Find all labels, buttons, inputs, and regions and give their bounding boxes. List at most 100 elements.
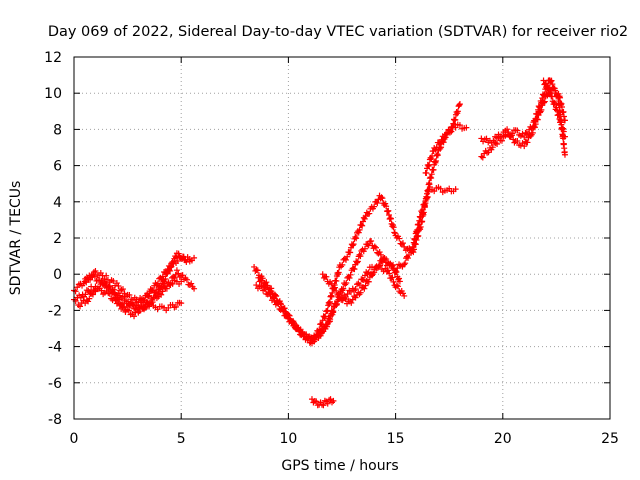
data-point: [361, 215, 368, 222]
data-point: [393, 269, 400, 276]
data-point: [164, 270, 171, 277]
data-point: [339, 261, 346, 268]
data-point: [352, 286, 359, 293]
data-point: [263, 279, 270, 286]
data-point: [365, 278, 372, 285]
data-point: [547, 89, 554, 96]
data-point: [549, 93, 556, 100]
data-point: [528, 125, 535, 132]
data-point: [434, 151, 441, 158]
data-point: [359, 222, 366, 229]
x-tick-label: 5: [177, 431, 186, 447]
data-point: [174, 257, 181, 264]
data-point: [89, 273, 96, 280]
data-point: [352, 233, 359, 240]
data-point: [131, 313, 138, 320]
data-point: [427, 174, 434, 181]
data-point: [402, 260, 409, 267]
data-point: [327, 311, 334, 318]
y-tick-label: 10: [44, 86, 62, 102]
data-point: [372, 244, 379, 251]
data-point: [431, 158, 438, 165]
data-point: [560, 128, 567, 135]
data-point: [120, 286, 127, 293]
data-point: [326, 315, 333, 322]
data-point: [509, 130, 516, 137]
data-point: [425, 163, 432, 170]
data-point: [555, 111, 562, 118]
data-point: [450, 120, 457, 127]
data-point: [456, 101, 463, 108]
data-point: [350, 241, 357, 248]
data-point: [178, 278, 185, 285]
data-point: [390, 278, 397, 285]
data-point: [368, 238, 375, 245]
data-point: [333, 287, 340, 294]
data-point: [269, 291, 276, 298]
data-point: [295, 326, 302, 333]
data-point: [179, 272, 186, 279]
data-point: [319, 329, 326, 336]
data-point: [419, 206, 426, 213]
data-point: [344, 291, 351, 298]
data-point: [395, 283, 402, 290]
data-point: [561, 151, 568, 158]
data-point: [557, 118, 564, 125]
data-point: [150, 294, 157, 301]
data-point: [371, 243, 378, 250]
data-point: [349, 242, 356, 249]
data-point: [92, 268, 99, 275]
data-point: [417, 213, 424, 220]
data-point: [83, 279, 90, 286]
data-point: [449, 123, 456, 130]
data-point: [376, 249, 383, 256]
data-point: [426, 161, 433, 168]
data-point: [399, 240, 406, 247]
data-point: [387, 215, 394, 222]
data-point: [157, 284, 164, 291]
data-point: [158, 291, 165, 298]
data-point: [328, 280, 335, 287]
data-point: [361, 245, 368, 252]
data-point: [133, 304, 140, 311]
data-point: [183, 276, 190, 283]
data-point: [551, 101, 558, 108]
data-point: [115, 299, 122, 306]
data-point: [549, 81, 556, 88]
data-point: [429, 153, 436, 160]
data-point: [153, 281, 160, 288]
data-point: [351, 293, 358, 300]
data-point: [159, 273, 166, 280]
data-point: [351, 266, 358, 273]
data-point: [356, 226, 363, 233]
data-point: [391, 229, 398, 236]
data-point: [390, 224, 397, 231]
data-point: [135, 298, 142, 305]
y-tick-label: -8: [48, 412, 62, 428]
data-point: [172, 271, 179, 278]
data-point: [390, 261, 397, 268]
data-point: [319, 317, 326, 324]
data-point: [531, 118, 538, 125]
data-point: [428, 175, 435, 182]
data-point: [389, 223, 396, 230]
data-point: [537, 103, 544, 110]
data-point: [551, 85, 558, 92]
y-tick-label: -2: [48, 303, 62, 319]
data-point: [153, 290, 160, 297]
data-point: [366, 210, 373, 217]
data-points: [71, 77, 568, 409]
data-point: [560, 125, 567, 132]
data-point: [453, 108, 460, 115]
data-point: [102, 280, 109, 287]
data-point: [404, 255, 411, 262]
axes: 0 5 10 15 20 25 -8 -6 -4 -2 0 2 4 6 8 10 12: [44, 50, 619, 447]
data-point: [401, 292, 408, 299]
data-point: [272, 292, 279, 299]
data-point: [521, 143, 528, 150]
data-point: [290, 319, 297, 326]
data-point: [162, 275, 169, 282]
data-point: [95, 285, 102, 292]
data-point: [173, 267, 180, 274]
data-point: [374, 200, 381, 207]
